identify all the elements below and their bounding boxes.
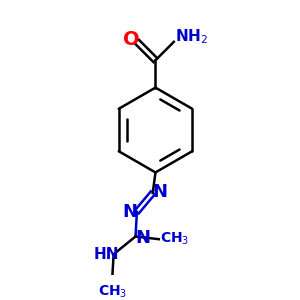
Text: CH$_3$: CH$_3$ bbox=[160, 231, 190, 247]
Text: NH$_2$: NH$_2$ bbox=[175, 28, 208, 46]
Text: O: O bbox=[123, 30, 140, 49]
Text: CH$_3$: CH$_3$ bbox=[98, 284, 127, 300]
Text: N: N bbox=[135, 229, 150, 247]
Text: N: N bbox=[123, 203, 138, 221]
Text: HN: HN bbox=[94, 247, 120, 262]
Text: N: N bbox=[152, 183, 167, 201]
